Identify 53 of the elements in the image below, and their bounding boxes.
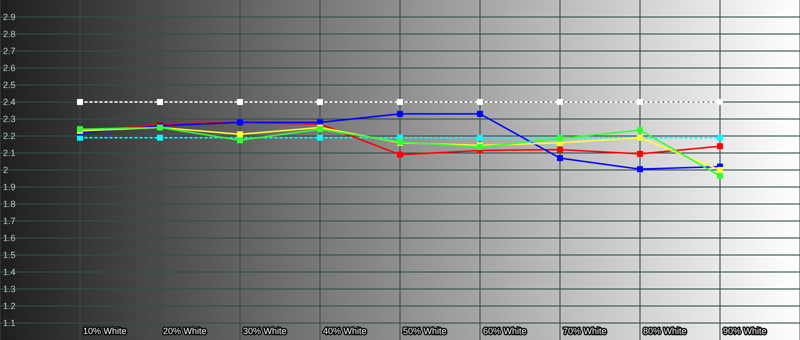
y-tick-label: 2.3 bbox=[3, 114, 16, 124]
point bbox=[317, 134, 323, 141]
x-tick-label: 30% White bbox=[243, 326, 287, 336]
y-tick-label: 2.2 bbox=[3, 131, 16, 142]
point bbox=[637, 99, 643, 105]
x-tick-label: 10% White bbox=[83, 326, 127, 336]
y-tick-label: 2 bbox=[3, 165, 8, 176]
x-tick-label: 80% White bbox=[643, 326, 687, 336]
point bbox=[557, 155, 563, 162]
y-tick-label: 2.5 bbox=[3, 80, 16, 90]
point bbox=[557, 99, 563, 105]
x-tick-label: 40% White bbox=[323, 326, 367, 336]
point bbox=[637, 150, 643, 157]
point bbox=[717, 167, 723, 173]
y-tick-label: 1.5 bbox=[3, 250, 16, 260]
point bbox=[157, 134, 163, 141]
point bbox=[717, 143, 723, 150]
point bbox=[397, 99, 403, 105]
y-tick-label: 1.2 bbox=[3, 301, 16, 312]
y-tick-label: 1.8 bbox=[3, 199, 16, 210]
y-tick-label: 1.4 bbox=[3, 267, 16, 278]
point bbox=[717, 172, 723, 179]
point bbox=[157, 99, 163, 105]
y-tick-label: 1.7 bbox=[3, 216, 16, 226]
x-tick-label: 20% White bbox=[163, 326, 207, 336]
y-tick-label: 1.3 bbox=[3, 284, 16, 294]
point bbox=[237, 137, 243, 144]
x-tick-label: 60% White bbox=[483, 326, 527, 336]
point bbox=[637, 166, 643, 172]
point bbox=[637, 127, 643, 134]
point bbox=[557, 146, 563, 153]
y-tick-label: 2.1 bbox=[3, 148, 16, 158]
point bbox=[317, 99, 323, 105]
point bbox=[477, 99, 483, 105]
x-tick-label: 50% White bbox=[403, 326, 447, 336]
point bbox=[397, 152, 403, 158]
y-tick-label: 1.9 bbox=[3, 182, 16, 192]
point bbox=[397, 110, 403, 117]
point bbox=[237, 131, 243, 138]
y-tick-label: 2.9 bbox=[3, 12, 16, 22]
point bbox=[77, 99, 83, 105]
point bbox=[477, 134, 483, 141]
y-tick-label: 1.6 bbox=[3, 233, 16, 244]
y-tick-label: 2.4 bbox=[3, 97, 16, 108]
x-tick-label: 90% White bbox=[723, 326, 767, 336]
y-tick-label: 2.8 bbox=[3, 29, 16, 40]
point bbox=[237, 99, 243, 105]
point bbox=[717, 99, 723, 105]
y-tick-label: 2.6 bbox=[3, 63, 16, 74]
point bbox=[477, 110, 483, 117]
y-tick-label: 2.7 bbox=[3, 46, 16, 56]
point bbox=[717, 134, 723, 141]
y-tick-label: 1.1 bbox=[3, 318, 16, 328]
